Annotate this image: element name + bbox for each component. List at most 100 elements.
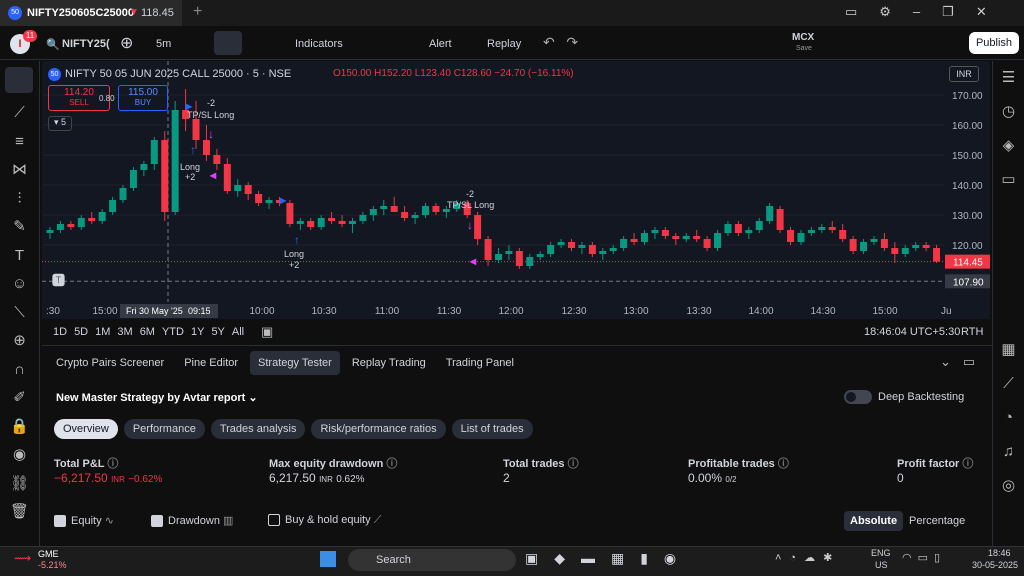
- tab-price: 118.45: [141, 7, 174, 19]
- pill[interactable]: Performance: [123, 419, 205, 439]
- x-tick-label: 11:30: [437, 306, 462, 317]
- check-buyhold[interactable]: Buy & hold equity ⟋: [268, 514, 381, 527]
- tab[interactable]: [0, 0, 182, 26]
- candle-body: [98, 212, 106, 221]
- currency[interactable]: INR: [949, 66, 979, 82]
- strategy-name[interactable]: New Master Strategy by Avtar report ⌄: [56, 392, 258, 404]
- check-equity[interactable]: Equity ∿: [54, 514, 114, 528]
- panel-tab[interactable]: Crypto Pairs Screener: [56, 357, 165, 369]
- taskbar-apps[interactable]: ▣◆▬▦▮◉: [525, 550, 693, 566]
- candle-body: [807, 230, 815, 233]
- y-tick-label: 150.00: [952, 151, 983, 162]
- undo-redo[interactable]: ↶ ↷: [543, 34, 579, 50]
- range[interactable]: YTD: [161, 326, 184, 338]
- dd-percent: 0.62%: [336, 474, 365, 485]
- high: H152.20: [374, 68, 412, 79]
- marker-label: 107.90: [953, 277, 984, 288]
- layout-name[interactable]: MCX: [792, 32, 815, 43]
- range[interactable]: 5D: [74, 326, 89, 338]
- candle-body: [494, 254, 502, 260]
- candle-body: [348, 221, 356, 224]
- candle-body: [317, 218, 325, 227]
- candle-body: [651, 230, 659, 233]
- y-tick-label: 170.00: [952, 91, 983, 102]
- indicators[interactable]: Indicators: [295, 38, 343, 50]
- symbol-search[interactable]: NIFTY25(: [62, 38, 110, 50]
- date: 30-05-2025: [972, 560, 1019, 570]
- buy-price: 115.00: [128, 87, 158, 98]
- goto-date[interactable]: ▣: [261, 324, 274, 339]
- x-tick-label: 15:00: [872, 306, 897, 317]
- search[interactable]: Search: [348, 549, 516, 571]
- annotation: Long: [180, 162, 200, 172]
- drawing-toolbar: ⟋ ≡ ⋈ ⫶ ✎ T ☺ ⟍ ⊕ ∩ ✐ 🔒 ◉ ⛓ 🗑: [0, 61, 40, 546]
- candle-body: [442, 209, 450, 212]
- dd-label: Max equity drawdown: [269, 458, 384, 470]
- indicator-toggle[interactable]: ▾ 5: [48, 116, 72, 131]
- buy-button[interactable]: 115.00 BUY: [118, 85, 168, 111]
- interval[interactable]: 5m: [156, 38, 172, 50]
- pill[interactable]: List of trades: [451, 419, 533, 439]
- range[interactable]: 5Y: [211, 326, 225, 338]
- pnl-currency: INR: [111, 475, 125, 484]
- mode-percentage[interactable]: Percentage: [909, 515, 966, 527]
- candle-body: [776, 209, 784, 230]
- x-tick-label: 14:00: [748, 306, 773, 317]
- replay[interactable]: Replay: [487, 38, 522, 50]
- candle-body: [411, 215, 419, 218]
- candle-body: [515, 251, 523, 266]
- panel-tab[interactable]: Replay Trading: [351, 357, 426, 369]
- new-tab[interactable]: +: [193, 3, 203, 20]
- pill[interactable]: Trades analysis: [210, 419, 306, 439]
- candle-body: [599, 251, 607, 254]
- x-tick-label: 14:30: [810, 306, 835, 317]
- down-arrow: ▼: [129, 7, 139, 18]
- range[interactable]: 6M: [139, 326, 155, 338]
- deep-label: Deep Backtesting: [878, 391, 965, 403]
- deep-toggle[interactable]: [844, 390, 872, 404]
- pill[interactable]: Overview: [54, 419, 118, 439]
- save[interactable]: Save: [796, 45, 812, 52]
- start[interactable]: [320, 551, 336, 567]
- range[interactable]: 1M: [95, 326, 111, 338]
- candle-body: [463, 203, 471, 215]
- ranges: 1D 5D 1M 3M 6M YTD 1Y 5Y All: [53, 326, 251, 338]
- candle-body: [505, 251, 513, 254]
- tab-symbol: NIFTY250605C25000: [27, 7, 135, 19]
- range[interactable]: 1D: [53, 326, 68, 338]
- panel-tab[interactable]: Strategy Tester: [250, 351, 340, 375]
- candle-body: [818, 227, 826, 230]
- candle-body: [714, 233, 722, 248]
- candle-body: [307, 221, 315, 227]
- strategy-title: New Master Strategy by Avtar report: [56, 392, 246, 404]
- chart-type[interactable]: [214, 31, 242, 55]
- trade-marker: ↑: [190, 143, 196, 157]
- x-tick-label: 10:30: [311, 306, 336, 317]
- mode-absolute[interactable]: Absolute: [844, 511, 904, 531]
- prof-label: Profitable trades: [688, 458, 775, 470]
- candle-body: [849, 239, 857, 251]
- candle-body: [547, 245, 555, 254]
- candle-body: [140, 164, 148, 170]
- candle-body: [453, 203, 461, 209]
- compare[interactable]: ⊕: [120, 35, 134, 52]
- metric-label: Total trades ⓘ: [503, 458, 579, 470]
- y-tick-label: 160.00: [952, 121, 983, 132]
- pill[interactable]: Risk/performance ratios: [311, 419, 446, 439]
- panel-tab[interactable]: Pine Editor: [184, 357, 239, 369]
- alert[interactable]: Alert: [429, 38, 452, 50]
- panel-tab[interactable]: Trading Panel: [445, 357, 514, 369]
- range[interactable]: 3M: [117, 326, 133, 338]
- window-controls[interactable]: ▭⚙–❐✕: [845, 4, 1009, 19]
- candle-body: [380, 206, 388, 209]
- range[interactable]: All: [231, 326, 245, 338]
- annotation: TP/SL Long: [187, 110, 234, 120]
- session[interactable]: RTH: [961, 326, 984, 338]
- candle-body: [588, 245, 596, 254]
- sell-button[interactable]: 114.20 SELL: [48, 85, 110, 111]
- candle-body: [641, 233, 649, 242]
- check-drawdown[interactable]: Drawdown ▥: [151, 514, 233, 528]
- publish[interactable]: Publish: [969, 32, 1019, 54]
- range[interactable]: 1Y: [190, 326, 205, 338]
- panel-controls[interactable]: ⌄▭: [940, 354, 988, 369]
